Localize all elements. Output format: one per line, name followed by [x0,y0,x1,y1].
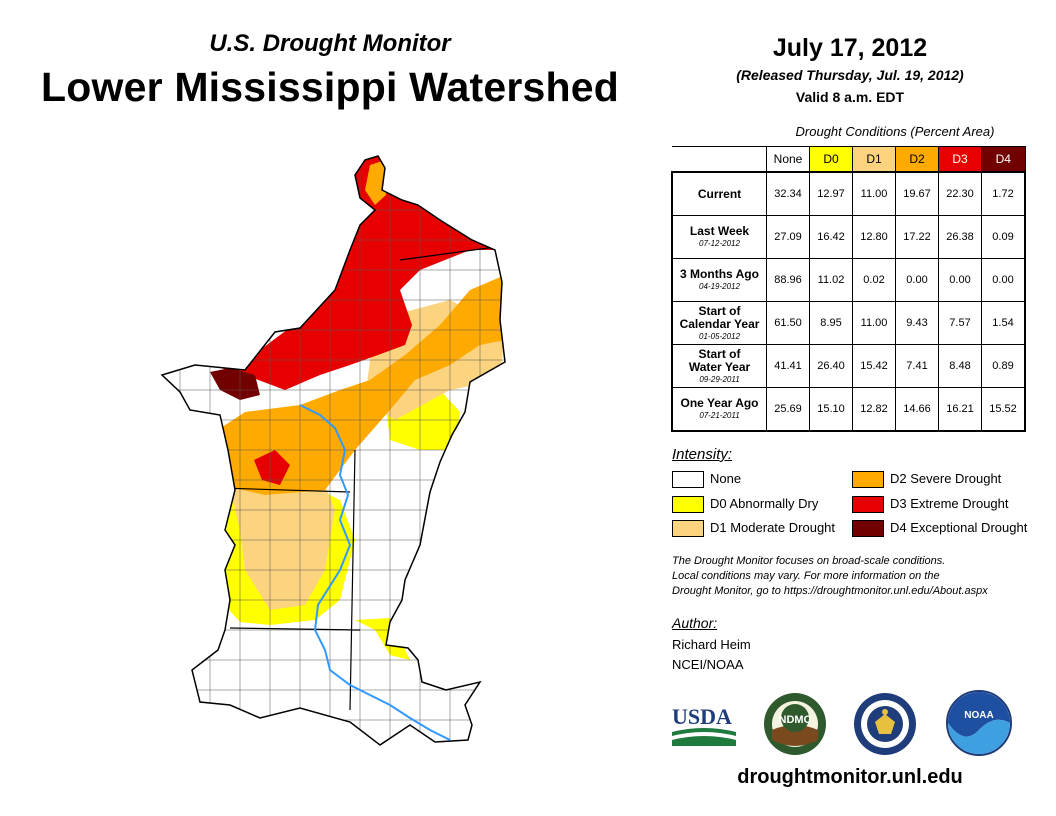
table-cell: 0.00 [895,258,939,302]
table-cell: 0.00 [981,258,1026,302]
legend-swatch [672,520,704,538]
watershed-outline [160,155,506,746]
map-subtitle: U.S. Drought Monitor [209,30,451,57]
map-title: Lower Mississippi Watershed [40,64,620,110]
d0-area-east [355,618,410,660]
table-cell: 0.02 [852,258,896,302]
table-cell: 8.48 [938,344,982,388]
legend-item-none: None [672,469,741,489]
table-cell: 26.40 [809,344,853,388]
col-none: None [766,146,810,173]
drought-stats-table: None D0 D1 D2 D3 D4 Current 32.34 12.97 … [671,146,1026,432]
table-cell: 15.42 [852,344,896,388]
noaa-logo-text: NOAA [964,710,993,721]
ndmc-logo-text: NDMC [779,714,812,726]
table-cell: 0.00 [938,258,982,302]
table-cell: 14.66 [895,387,939,432]
valid-time: Valid 8 a.m. EDT [795,89,905,105]
table-cell: 7.41 [895,344,939,388]
table-row: 3 Months Ago 04-19-2012 88.96 11.02 0.02 … [671,258,1026,302]
state-lines [219,244,505,711]
legend-swatch [672,471,704,489]
table-row: Current 32.34 12.97 11.00 19.67 22.30 1.… [671,171,1026,216]
d3-area-south [254,450,290,485]
table-cell: 1.72 [981,171,1026,216]
row-label: Start of Water Year 09-29-2011 [671,344,767,388]
table-cell: 22.30 [938,171,982,216]
table-cell: 11.02 [809,258,853,302]
table-cell: 9.43 [895,301,939,345]
map-date: July 17, 2012 [772,34,928,62]
table-cell: 12.97 [809,171,853,216]
table-cell: 16.42 [809,215,853,259]
ndmc-logo: NDMC [764,693,826,755]
table-caption: Drought Conditions (Percent Area) [795,124,995,139]
row-label: Last Week 07-12-2012 [671,215,767,259]
table-cell: 88.96 [766,258,810,302]
legend-item-d4: D4 Exceptional Drought [852,518,1027,538]
d4-area-north [450,208,472,228]
legend-swatch [852,496,884,514]
legend-swatch [852,520,884,538]
usda-logo-text: USDA [672,704,732,729]
col-d1: D1 [852,146,896,173]
row-label: 3 Months Ago 04-19-2012 [671,258,767,302]
table-row: Start of Calendar Year 01-05-2012 61.50 8.… [671,301,1026,345]
author-org: NCEI/NOAA [672,657,744,672]
release-date: (Released Thursday, Jul. 19, 2012) [736,67,964,83]
author-title: Author: [672,615,718,631]
table-cell: 15.10 [809,387,853,432]
table-cell: 0.09 [981,215,1026,259]
mississippi-river [299,404,451,741]
disclaimer-note: The Drought Monitor focuses on broad-sca… [672,555,988,597]
drought-map [160,155,506,746]
legend-item-d3: D3 Extreme Drought [852,494,1009,514]
legend-item-d2: D2 Severe Drought [852,469,1001,489]
row-label: One Year Ago 07-21-2011 [671,387,767,432]
usda-logo: USDA [672,704,736,746]
table-cell: 8.95 [809,301,853,345]
legend-swatch [672,496,704,514]
legend-title: Intensity: [672,446,733,463]
noaa-logo: NOAA [946,690,1012,756]
table-cell: 0.89 [981,344,1026,388]
table-cell: 26.38 [938,215,982,259]
row-label: Start of Calendar Year 01-05-2012 [671,301,767,345]
row-label: Current [671,171,767,216]
legend-swatch [852,471,884,489]
table-cell: 17.22 [895,215,939,259]
legend-item-d0: D0 Abnormally Dry [672,494,818,514]
d2-area [210,275,505,495]
table-row: One Year Ago 07-21-2011 25.69 15.10 12.82… [671,387,1026,432]
table-cell: 12.80 [852,215,896,259]
commerce-seal-logo [854,693,916,755]
table-cell: 41.41 [766,344,810,388]
col-d2: D2 [895,146,939,173]
col-d3: D3 [938,146,982,173]
table-cell: 11.00 [852,301,896,345]
d1-area-south [225,462,335,610]
table-cell: 27.09 [766,215,810,259]
table-cell: 1.54 [981,301,1026,345]
table-header-row: None D0 D1 D2 D3 D4 [672,146,1026,173]
table-cell: 15.52 [981,387,1026,432]
table-cell: 12.82 [852,387,896,432]
website-link[interactable]: droughtmonitor.unl.edu [737,766,963,788]
d4-area-west [210,368,260,400]
table-cell: 19.67 [895,171,939,216]
table-cell: 7.57 [938,301,982,345]
table-cell: 61.50 [766,301,810,345]
col-d4: D4 [981,146,1026,173]
table-cell: 16.21 [938,387,982,432]
table-row: Start of Water Year 09-29-2011 41.41 26.40… [671,344,1026,388]
table-row: Last Week 07-12-2012 27.09 16.42 12.80 17… [671,215,1026,259]
author-name: Richard Heim [672,637,751,652]
d2-area-tip [365,160,386,205]
table-cell: 32.34 [766,171,810,216]
table-cell: 11.00 [852,171,896,216]
col-d0: D0 [809,146,853,173]
legend-item-d1: D1 Moderate Drought [672,518,835,538]
table-cell: 25.69 [766,387,810,432]
